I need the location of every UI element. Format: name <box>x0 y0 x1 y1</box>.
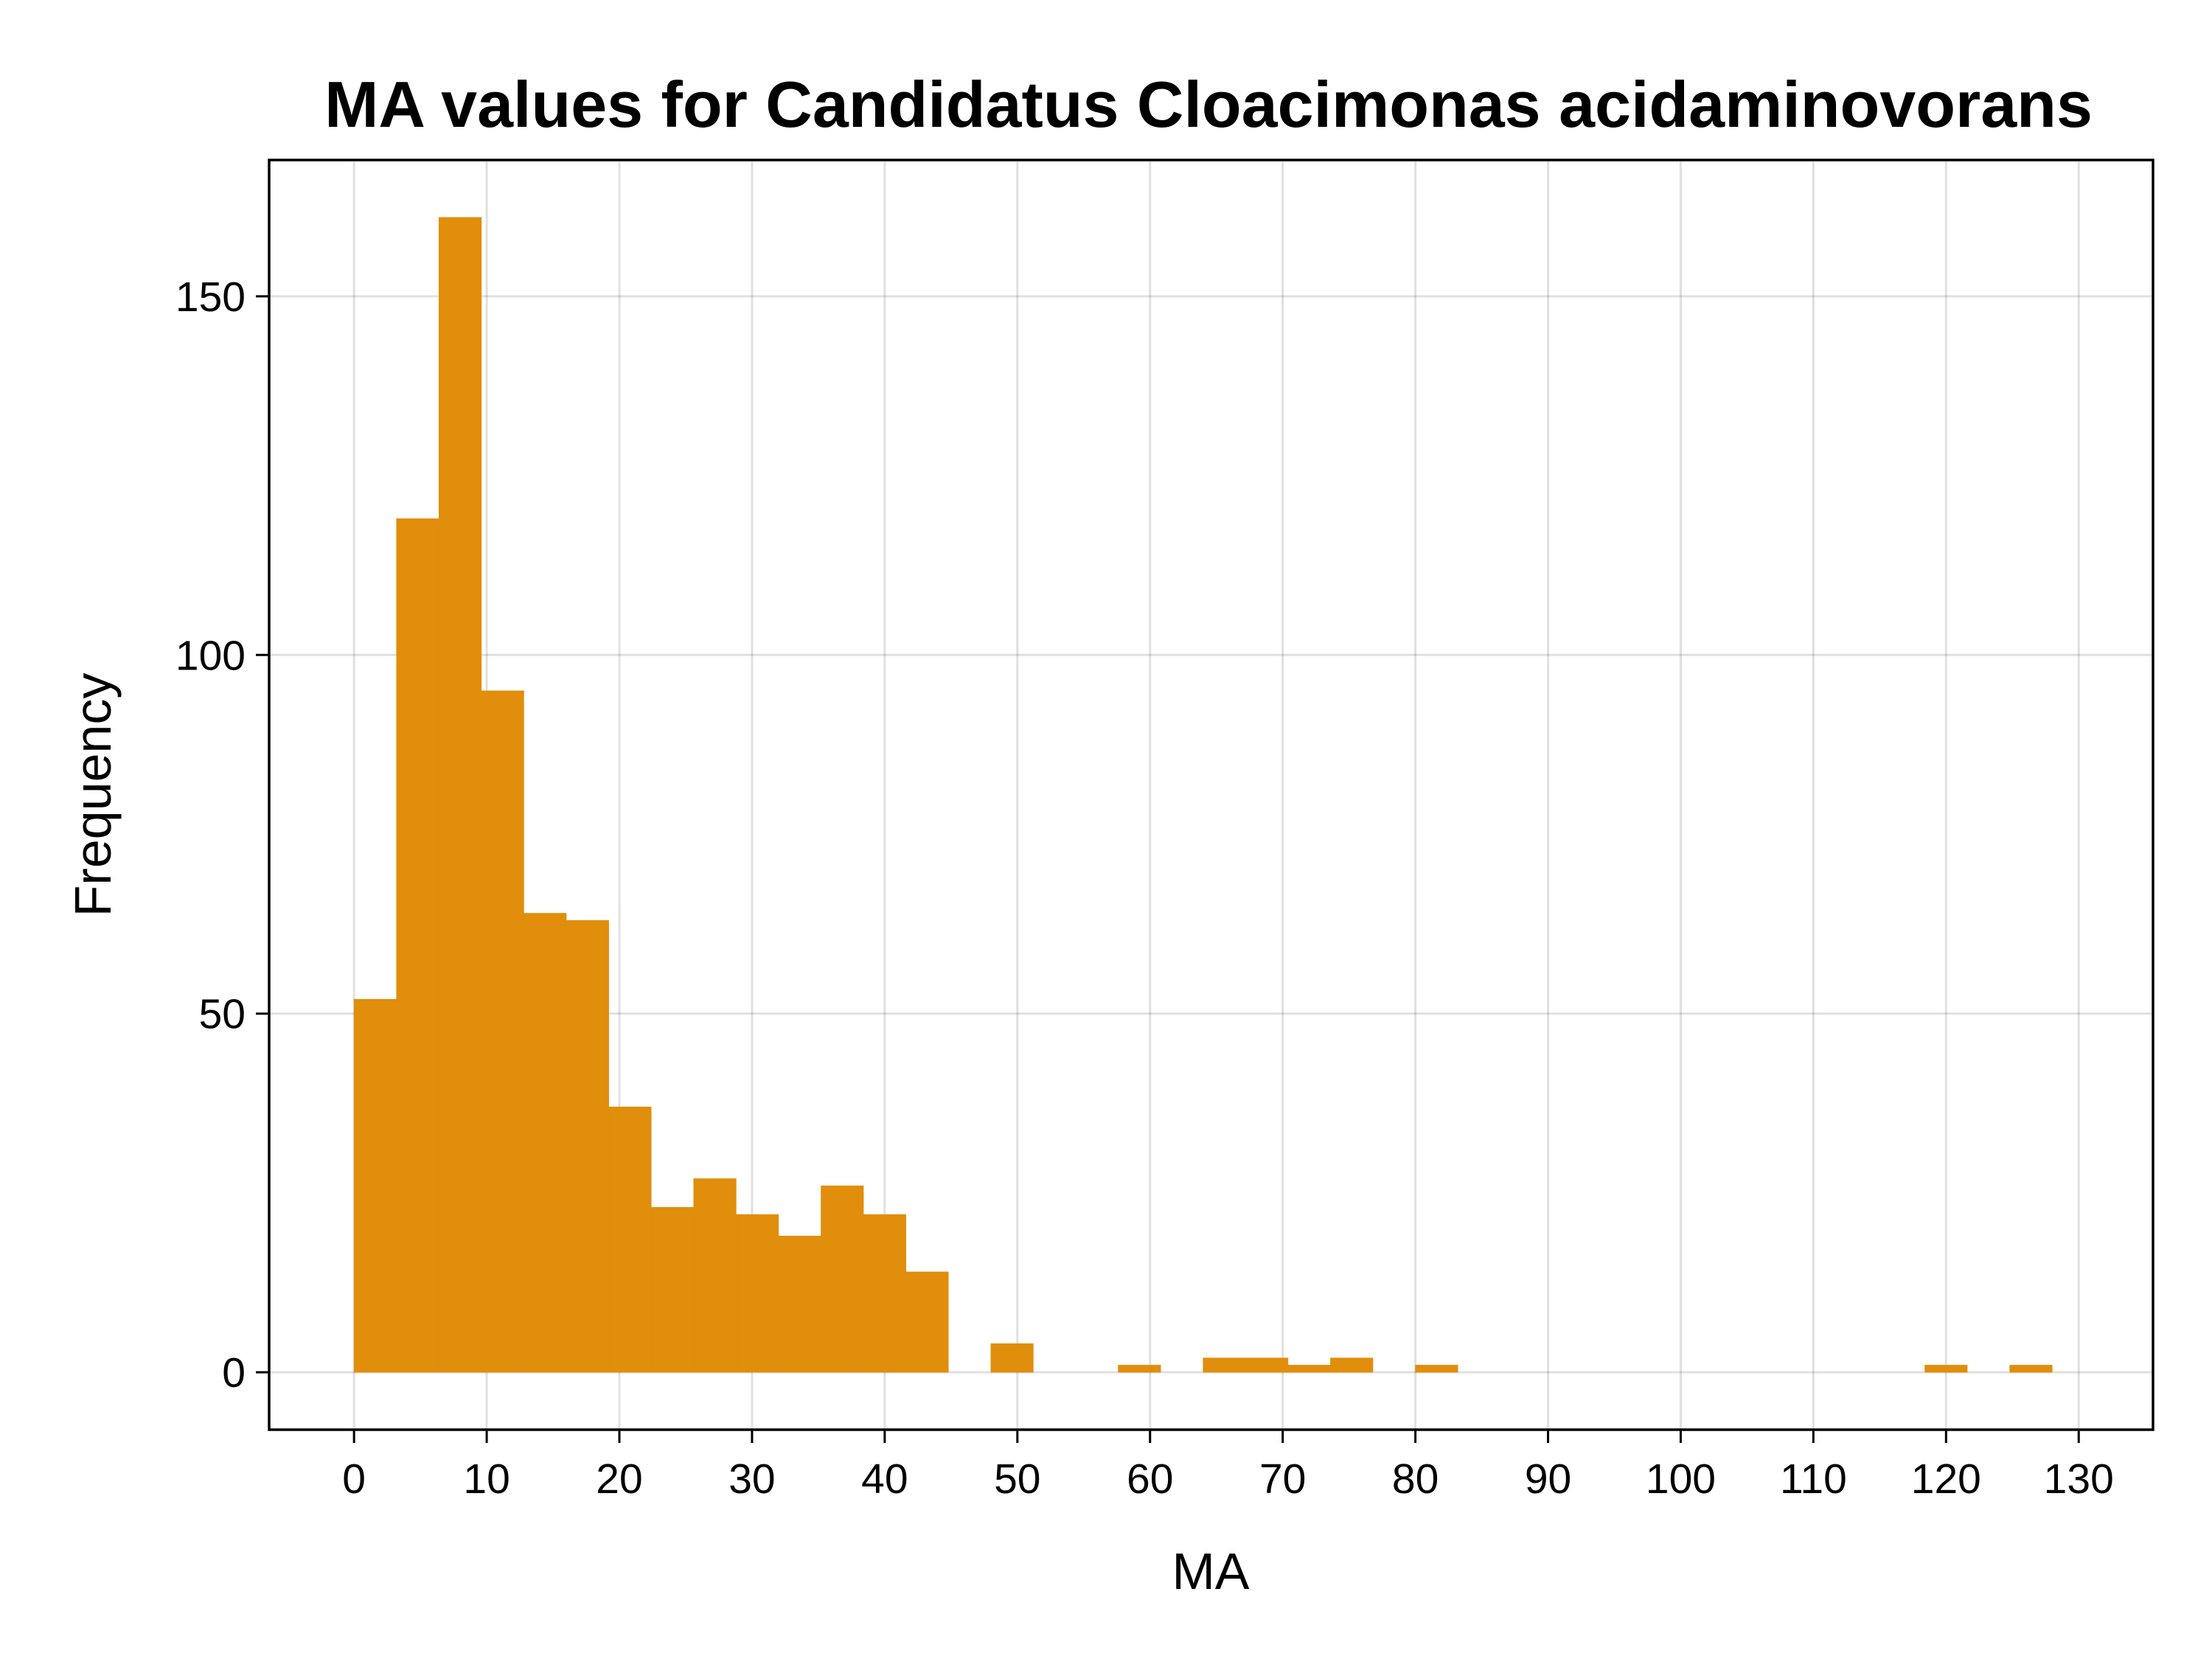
histogram-bar <box>566 919 609 1373</box>
grid-lines <box>269 160 2153 1430</box>
x-axis-label: MA <box>1172 1543 1250 1600</box>
histogram-bar <box>1415 1365 1458 1373</box>
x-tick-label: 90 <box>1525 1455 1571 1503</box>
x-tick-label: 120 <box>1911 1455 1981 1503</box>
histogram-bar <box>608 1106 652 1373</box>
histogram-bar <box>905 1271 949 1373</box>
histogram-bar <box>1203 1357 1246 1373</box>
x-tick-label: 30 <box>728 1455 775 1503</box>
histogram-bar <box>1330 1357 1374 1373</box>
y-tick-label: 150 <box>175 274 246 321</box>
x-tick-label: 130 <box>2044 1455 2114 1503</box>
histogram-bar <box>778 1236 821 1373</box>
y-tick-label: 0 <box>222 1349 246 1397</box>
histogram-bar <box>396 518 439 1373</box>
y-axis-ticks: 0 50 100 150 <box>175 274 269 1397</box>
histogram-bar <box>821 1185 864 1373</box>
histogram-bar <box>990 1343 1034 1373</box>
histogram-bar <box>1245 1357 1289 1373</box>
x-axis-ticks: 0 10 20 30 40 50 60 70 80 90 100 110 120 130 <box>342 1430 2114 1503</box>
x-tick-label: 10 <box>463 1455 509 1503</box>
histogram-bar <box>1118 1365 1161 1373</box>
x-tick-label: 100 <box>1646 1455 1716 1503</box>
histogram-bar <box>439 217 482 1373</box>
y-tick-label: 100 <box>175 632 246 679</box>
x-tick-label: 50 <box>994 1455 1040 1503</box>
y-axis-label: Frequency <box>64 673 122 917</box>
chart-title: MA values for Candidatus Cloacimonas aci… <box>324 68 2093 141</box>
histogram-bar <box>693 1178 737 1373</box>
histogram-bar <box>353 998 397 1373</box>
histogram-bar <box>1924 1365 1968 1373</box>
x-tick-label: 110 <box>1780 1455 1847 1503</box>
histogram-bar <box>481 690 524 1373</box>
histogram-bar <box>650 1207 695 1373</box>
histogram-bar <box>524 913 567 1373</box>
x-tick-label: 60 <box>1127 1455 1173 1503</box>
histogram-bars <box>353 217 2053 1373</box>
x-tick-label: 70 <box>1259 1455 1306 1503</box>
histogram-bar <box>1287 1365 1331 1373</box>
x-tick-label: 20 <box>596 1455 642 1503</box>
histogram-bar <box>863 1214 906 1373</box>
x-tick-label: 80 <box>1392 1455 1439 1503</box>
histogram-bar <box>736 1214 779 1373</box>
y-tick-label: 50 <box>199 991 246 1038</box>
x-tick-label: 40 <box>861 1455 908 1503</box>
x-tick-label: 0 <box>342 1455 366 1503</box>
histogram-bar <box>2009 1365 2053 1373</box>
plot-frame <box>268 159 2154 1431</box>
